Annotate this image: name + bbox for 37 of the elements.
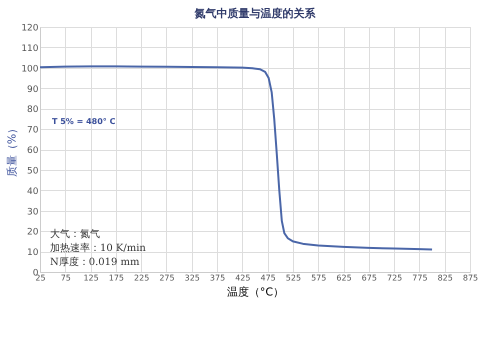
- y-tick-label: 30: [27, 207, 39, 218]
- x-tick-label: 475: [260, 274, 276, 282]
- y-axis-title: 质量（%）: [5, 122, 18, 178]
- y-tick-label: 120: [21, 24, 39, 34]
- y-tick-label: 80: [27, 105, 39, 116]
- y-tick-label: 20: [27, 228, 39, 238]
- y-tick-label: 110: [21, 44, 39, 54]
- x-tick-label: 425: [235, 274, 250, 282]
- x-tick-label: 75: [60, 274, 71, 282]
- annotation: T 5% = 480° C: [52, 117, 116, 126]
- annotation: N厚度：0.019 mm: [50, 256, 140, 268]
- chart-title: 氮气中质量与温度的关系: [194, 7, 316, 20]
- y-tick-label: 100: [21, 64, 39, 74]
- annotation: 加热速率：10 K/min: [50, 242, 146, 254]
- x-tick-label: 175: [108, 274, 124, 282]
- x-tick-label: 775: [412, 274, 428, 282]
- y-tick-label: 70: [27, 126, 39, 136]
- x-tick-label: 325: [184, 274, 200, 282]
- x-tick-label: 525: [286, 274, 302, 282]
- x-tick-label: 575: [311, 274, 326, 282]
- line-series: [39, 65, 434, 251]
- y-tick-label: 90: [27, 84, 39, 95]
- x-tick-label: 225: [134, 274, 150, 282]
- x-tick-label: 875: [462, 274, 478, 282]
- x-tick-label: 625: [336, 274, 352, 282]
- y-tick-label: 60: [27, 146, 39, 156]
- y-tick-label: 40: [27, 186, 39, 197]
- x-axis-title: 温度（°C）: [226, 286, 284, 298]
- y-tick-label: 10: [27, 248, 39, 258]
- y-tick-label: 50: [27, 166, 39, 176]
- x-tick-label: 675: [362, 274, 377, 282]
- x-tick-label: 825: [438, 274, 453, 282]
- x-tick-label: 375: [210, 274, 226, 282]
- x-tick-label: 275: [159, 274, 175, 282]
- x-tick-label: 125: [83, 274, 99, 282]
- annotation: 大气：氮气: [50, 228, 100, 240]
- x-tick-label: 725: [386, 274, 402, 282]
